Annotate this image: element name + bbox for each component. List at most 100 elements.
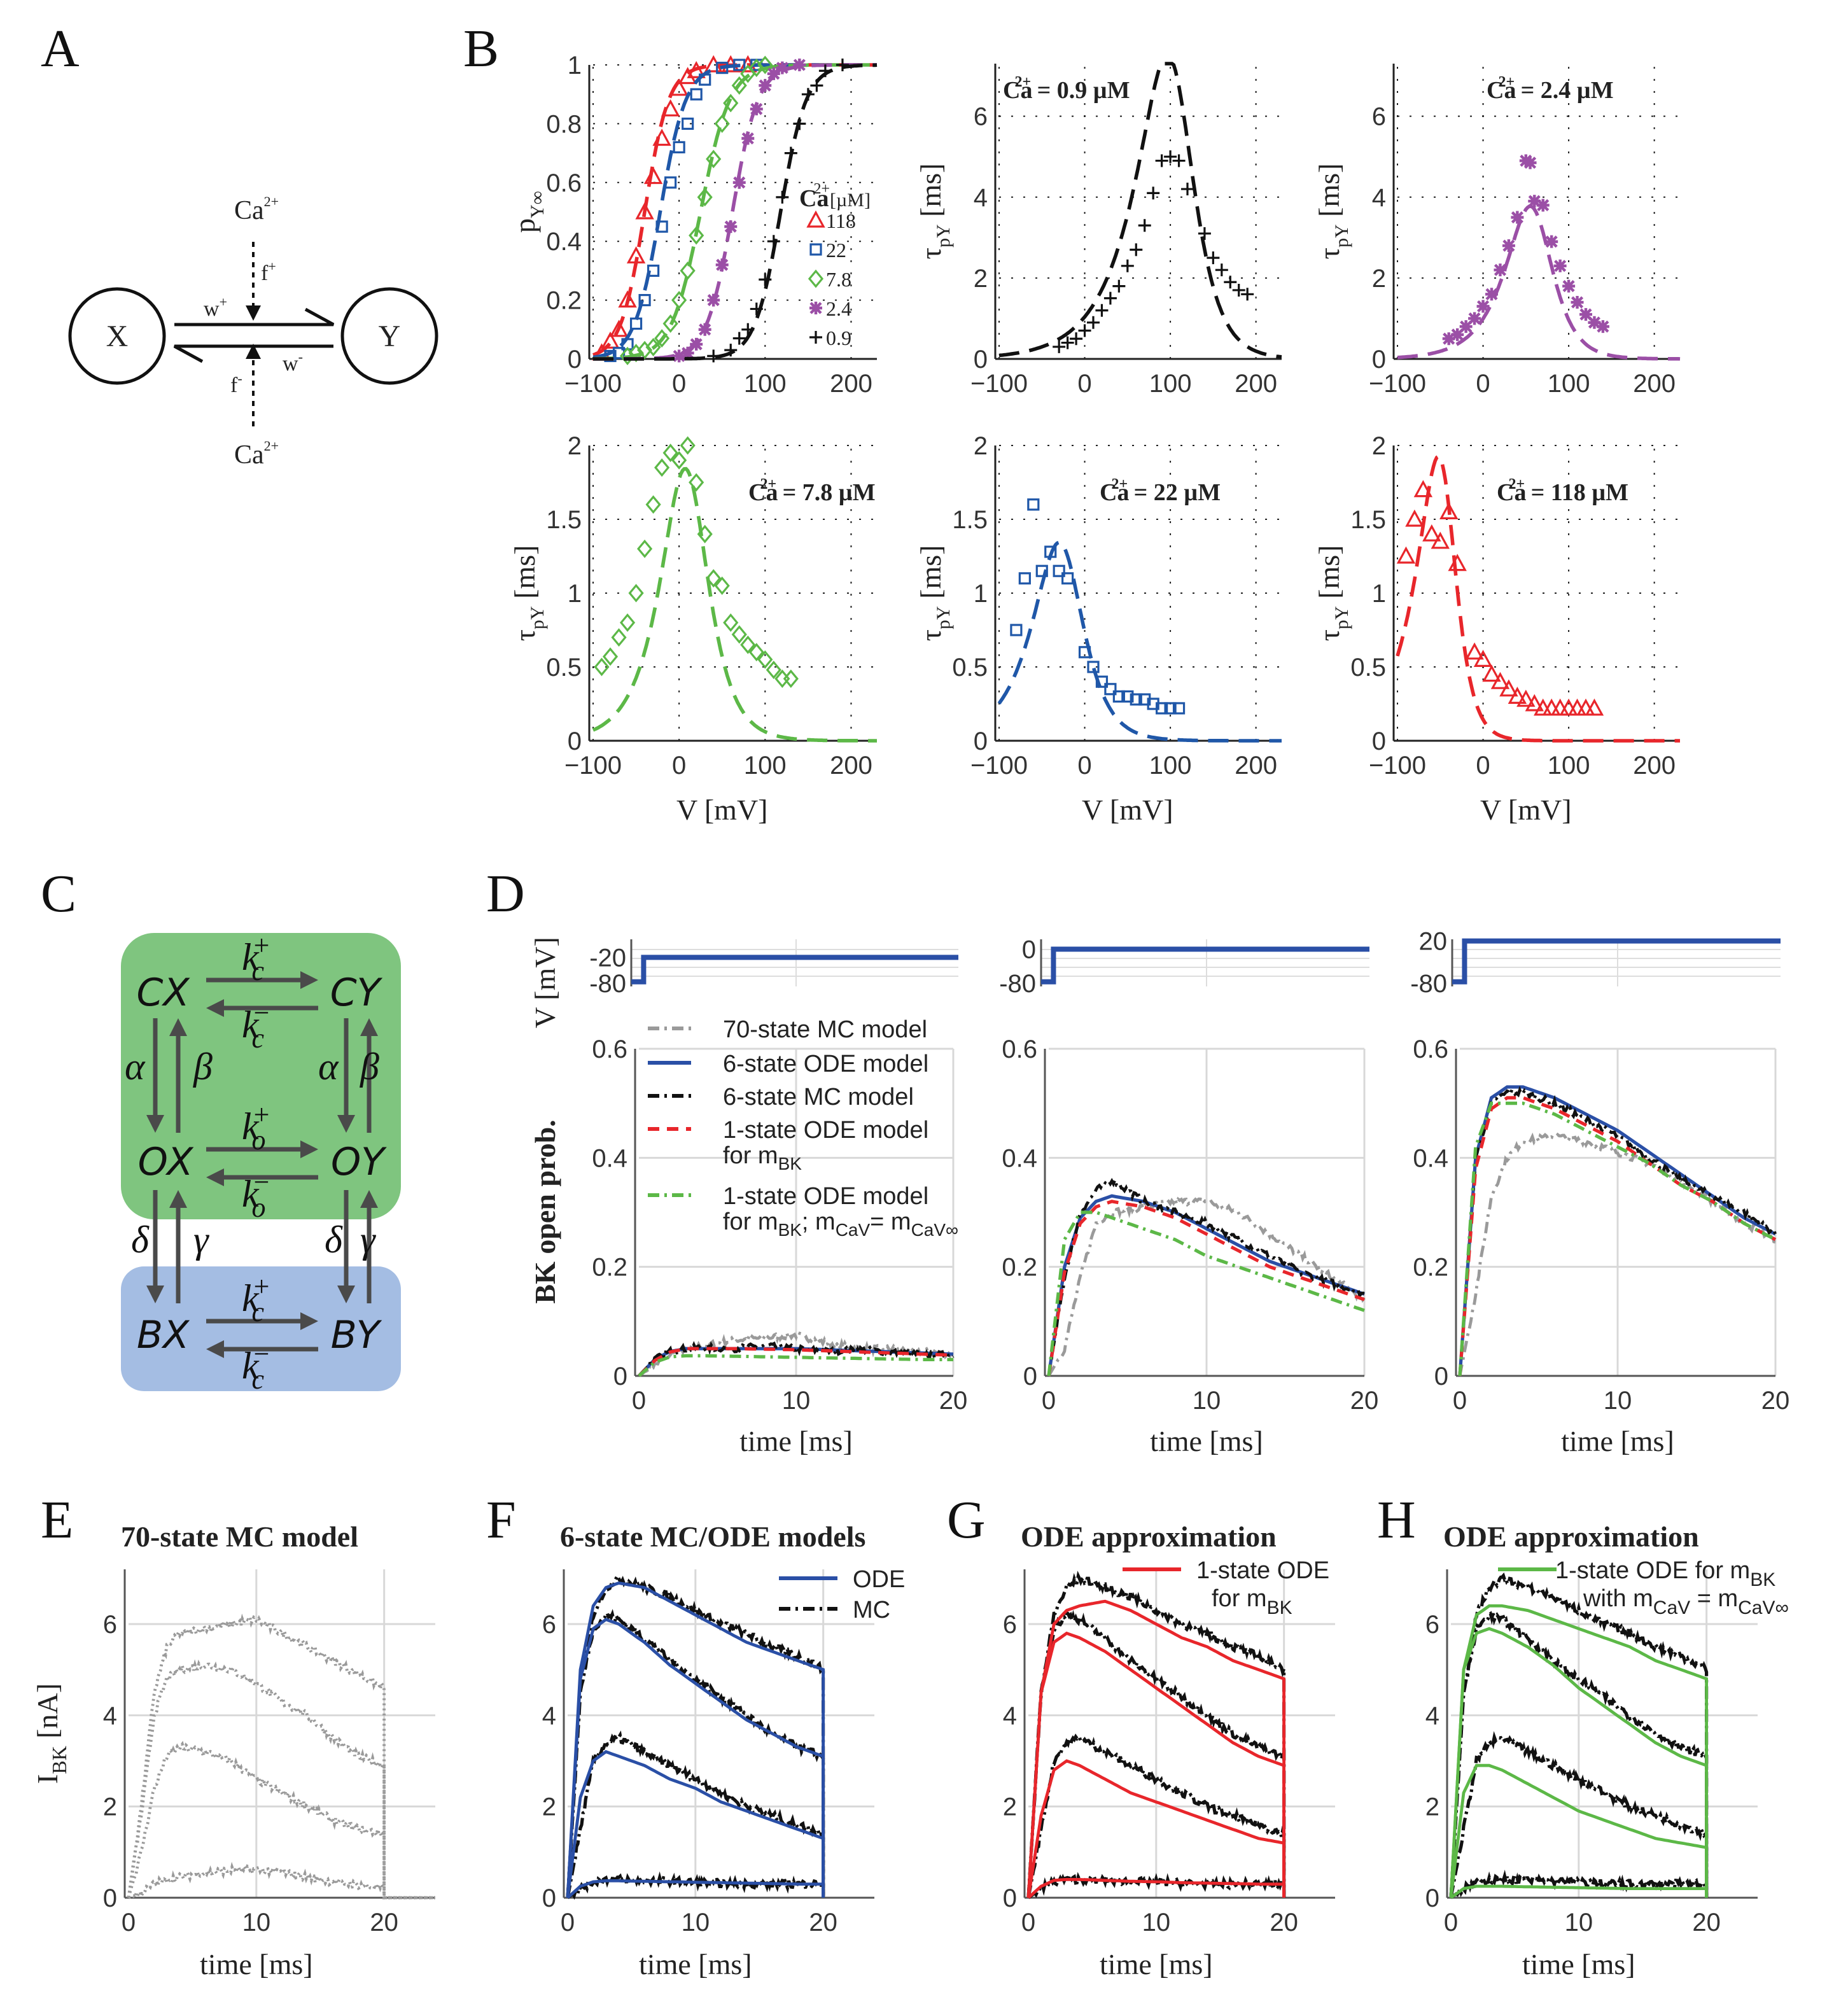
y-tick-label: 1.5 — [546, 506, 582, 534]
y-tick-label: 1.5 — [1350, 506, 1386, 534]
y-tick-label: 0 — [613, 1363, 627, 1391]
trace-1-state-ode-mcav-mcav- — [1449, 1604, 1708, 1898]
y-tick-label: 2 — [1425, 1793, 1439, 1821]
x-tick-label: 200 — [830, 752, 872, 780]
y-tick-label: 2 — [1003, 1793, 1017, 1821]
legend-entry: 7.8 — [826, 268, 851, 291]
triangle-marker — [1448, 554, 1467, 571]
y-tick-label: 0 — [1372, 727, 1386, 755]
triangle-marker — [609, 319, 629, 337]
x-tick-label: 0 — [1476, 370, 1490, 398]
arrow-up-icon — [360, 1190, 378, 1208]
diamond-marker — [808, 269, 824, 288]
legend-label: ODE — [853, 1566, 905, 1593]
y-tick-label: 4 — [1425, 1702, 1439, 1730]
asterisk-marker — [1523, 156, 1537, 169]
rate-label-beta: β — [360, 1046, 379, 1088]
x-tick-label: 0 — [1453, 1387, 1467, 1415]
x-tick-label: 10 — [1565, 1909, 1593, 1937]
diamond-marker — [671, 451, 687, 470]
square-marker — [1035, 564, 1048, 577]
arrow-right-icon — [300, 1312, 318, 1330]
calcium-annotation: Ca2+ = 22 µM — [1100, 476, 1221, 506]
six-state-diagram: CX CY OX OY BX BY k+ ck− ck+ ok− ok+ ck− cα βδ γ… — [121, 930, 401, 1395]
chart-h: 0 10 20 0 2 4 6 ODE approximation time [ms] 1-sta… — [1425, 1520, 1789, 1980]
trace-1-state-ode-mcav-mcav- — [1449, 1627, 1708, 1898]
trace-1-state-ode — [1027, 1878, 1285, 1899]
legend-entry: 118 — [826, 209, 856, 232]
plus-marker — [793, 117, 806, 130]
triangle-marker — [1499, 679, 1518, 697]
x-tick-label: 200 — [1235, 752, 1277, 780]
voltage-step-line — [1041, 946, 1369, 984]
rate-label-beta: β — [193, 1046, 213, 1088]
legend-label: 6-state ODE model — [723, 1051, 928, 1077]
plus-marker — [707, 349, 720, 363]
triangle-marker — [678, 67, 697, 85]
plus-marker — [1198, 227, 1211, 240]
diamond-marker — [602, 647, 619, 666]
plus-marker — [724, 344, 738, 357]
rate-label-k-o-minus: k− o — [242, 1167, 269, 1223]
square-marker — [1095, 675, 1109, 688]
trace-70-state-mc — [127, 1741, 435, 1900]
y-tick-label: 2 — [974, 265, 988, 293]
open-closed-states-box — [121, 933, 401, 1219]
plus-marker — [732, 332, 746, 345]
x-tick-label: 0 — [1021, 1909, 1035, 1937]
y-tick-label: 0 — [974, 346, 988, 374]
triangle-marker — [1516, 689, 1536, 707]
square-marker — [1053, 564, 1065, 577]
diamond-marker — [723, 613, 739, 632]
y-tick-label: 0 — [542, 1884, 556, 1912]
plus-marker — [1103, 291, 1117, 305]
trace-mc — [1449, 1572, 1709, 1898]
voltage-y-axis-label: V [mV] — [529, 937, 561, 1028]
legend-title: Ca2+[µM] — [799, 181, 871, 212]
diamond-marker — [662, 314, 678, 333]
y-tick-label: -80 — [589, 970, 626, 998]
y-tick-label: 4 — [1003, 1702, 1017, 1730]
trace-1-state-ode — [1026, 1599, 1285, 1898]
x-axis-label: V [mV] — [1480, 794, 1572, 826]
diamond-marker — [748, 643, 764, 662]
legend-label: MC — [853, 1597, 890, 1623]
x-tick-label: 20 — [1761, 1387, 1790, 1415]
y-tick-label: 0.6 — [592, 1035, 627, 1063]
square-marker — [647, 264, 660, 277]
x-tick-label: 0 — [672, 370, 686, 398]
legend-label-2: for mBK — [1212, 1585, 1292, 1618]
plus-marker — [801, 88, 815, 101]
x-tick-label: 100 — [744, 370, 787, 398]
plus-marker — [1164, 150, 1177, 164]
triangle-marker — [669, 78, 689, 96]
arrow-left-icon — [206, 1340, 224, 1358]
arrow-left-icon — [206, 1168, 224, 1186]
plus-marker — [1241, 288, 1254, 301]
calcium-annotation: Ca2+ = 7.8 µM — [748, 476, 876, 506]
state-x-label: X — [106, 319, 129, 353]
series-line — [1458, 1086, 1777, 1377]
arrow-up-icon — [169, 1018, 187, 1036]
square-marker — [1130, 693, 1142, 706]
x-tick-label: −100 — [1369, 752, 1426, 780]
x-tick-label: 0 — [1476, 752, 1490, 780]
square-marker — [809, 243, 822, 256]
square-marker — [733, 59, 746, 71]
diamond-marker — [645, 338, 661, 357]
x-tick-label: 10 — [1604, 1387, 1632, 1415]
arrow-up-icon — [360, 1018, 378, 1036]
plus-marker — [784, 146, 797, 160]
forward-arrow-icon — [174, 307, 335, 326]
y-axis-label: τpY [ms] — [1313, 164, 1352, 260]
diamond-marker — [637, 539, 653, 558]
y-axis-label: τpY [ms] — [914, 545, 954, 641]
panel-label-b: B — [463, 19, 499, 78]
trace-ode — [566, 1581, 825, 1898]
square-marker — [1156, 702, 1168, 715]
x-axis-label: time [ms] — [1522, 1948, 1635, 1980]
diamond-marker — [645, 495, 661, 514]
diamond-marker — [689, 226, 704, 245]
